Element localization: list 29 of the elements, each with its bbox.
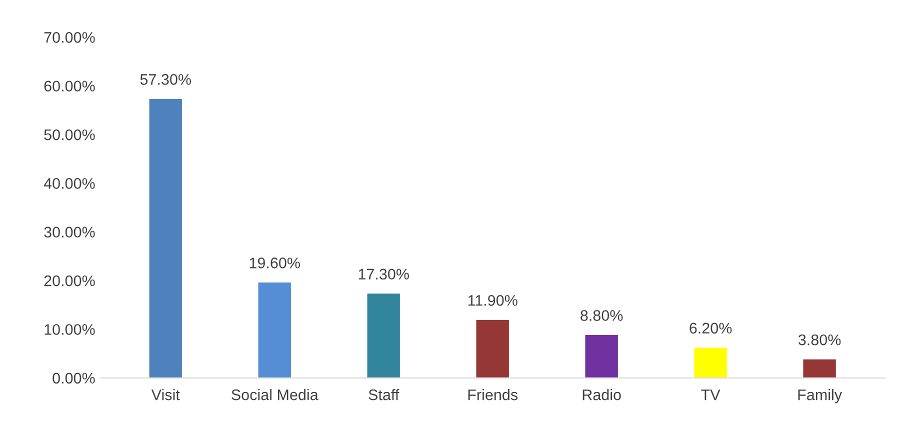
x-tick-label: Visit	[151, 389, 180, 400]
bar	[367, 294, 400, 378]
bar	[694, 348, 727, 378]
y-tick-label: 60.00%	[44, 80, 95, 92]
bar	[476, 320, 509, 378]
data-label: 8.80%	[580, 310, 623, 321]
y-tick-label: 10.00%	[44, 324, 95, 335]
bar	[585, 335, 618, 378]
bar	[803, 359, 836, 378]
y-tick-label: 50.00%	[44, 129, 95, 140]
bar	[149, 98, 182, 378]
data-label: 19.60%	[250, 258, 300, 268]
bar	[258, 282, 291, 378]
x-tick-label: Social Media	[232, 389, 318, 400]
data-label: 11.90%	[468, 295, 518, 306]
y-tick-label: 0.00%	[52, 372, 95, 384]
y-tick-label: 70.00%	[44, 32, 95, 43]
x-tick-label: Radio	[582, 389, 621, 400]
data-label: 57.30%	[140, 74, 191, 85]
data-label: 3.80%	[798, 334, 841, 346]
x-tick-label: TV	[701, 390, 720, 400]
y-tick-label: 30.00%	[44, 226, 95, 238]
y-tick-label: 20.00%	[44, 275, 95, 286]
x-tick-label: Staff	[368, 389, 400, 400]
data-label: 17.30%	[358, 268, 409, 280]
data-label: 6.20%	[690, 322, 732, 334]
x-tick-label: Family	[798, 389, 842, 404]
x-tick-label: Friends	[468, 389, 518, 400]
y-tick-label: 40.00%	[44, 178, 95, 189]
